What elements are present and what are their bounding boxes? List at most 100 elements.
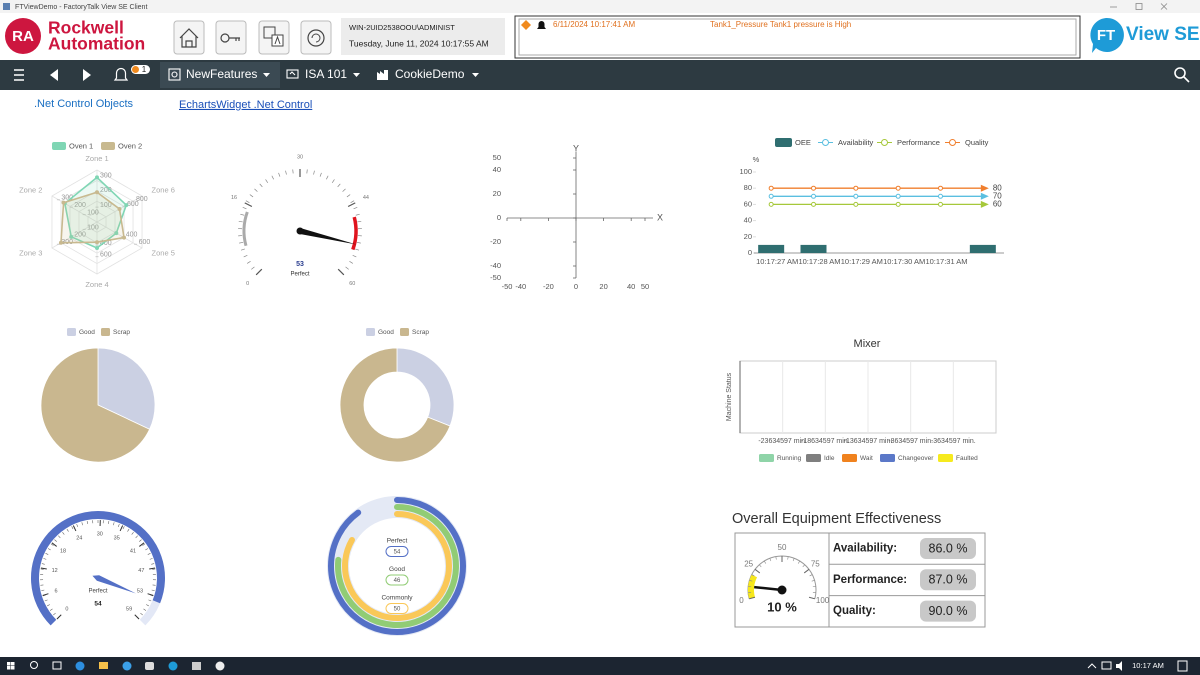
- gauge-minor-tick: [146, 604, 149, 607]
- forward-button[interactable]: [83, 69, 91, 81]
- ring-progress: [335, 504, 459, 628]
- gauge-hub: [777, 585, 787, 595]
- legend-swatch: [400, 328, 409, 336]
- legend-label: Oven 1: [69, 141, 93, 150]
- back-button[interactable]: [50, 69, 58, 81]
- nav-tab[interactable]: ISA 101: [305, 67, 347, 81]
- menu-button[interactable]: [14, 69, 24, 81]
- tab-dropdown[interactable]: [353, 73, 360, 77]
- gauge-tick: [749, 596, 756, 600]
- line-end-label: 80: [993, 183, 1002, 192]
- tab-dropdown[interactable]: [263, 73, 270, 77]
- gauge-tick-label: 41: [130, 549, 136, 555]
- gauge-minor-tick: [809, 574, 813, 577]
- tab-link[interactable]: .Net Control Objects: [34, 98, 134, 110]
- legend-label: Faulted: [956, 455, 978, 462]
- legend-dot: [881, 139, 888, 146]
- gauge-minor-tick: [313, 170, 315, 175]
- gauge-tick: [347, 202, 356, 208]
- gauge-minor-tick: [71, 526, 74, 530]
- y-tick-label: 40: [744, 216, 752, 225]
- x-tick-label: 10:17:27 AM: [756, 257, 798, 266]
- oee-row-label: Performance:: [833, 574, 907, 586]
- login-button[interactable]: [215, 20, 247, 55]
- gauge-minor-tick: [142, 543, 146, 546]
- legend-label: Running: [777, 455, 802, 462]
- radar-tick-label: 100: [87, 209, 99, 216]
- gauge-tick: [244, 202, 253, 208]
- tab-icon: [377, 70, 388, 80]
- radar-tick-label: 200: [74, 232, 86, 239]
- gauge-value: 54: [94, 601, 102, 608]
- legend-label: Scrap: [412, 329, 429, 336]
- legend-swatch: [806, 454, 821, 462]
- gauge-minor-tick: [331, 179, 335, 183]
- radar-tick-label: 600: [127, 201, 139, 208]
- x-tick-label: 10:17:28 AM: [798, 257, 840, 266]
- legend-swatch: [366, 328, 375, 336]
- computer-name: WIN-2UID2538OOU\ADMINIST: [349, 23, 455, 32]
- gauge-tick-label: 30: [297, 154, 303, 160]
- gauge-value: 53: [296, 261, 304, 268]
- home-button[interactable]: [173, 20, 205, 55]
- gauge-minor-tick: [337, 183, 341, 188]
- y-tick-label: 20: [493, 189, 501, 198]
- alarm-bell-icon: [537, 21, 546, 29]
- line-end-arrow: [980, 192, 989, 200]
- line-point: [938, 201, 943, 207]
- panel-title: Overall Equipment Effectiveness: [732, 511, 941, 527]
- gauge-minor-tick: [278, 172, 281, 177]
- logo-badge: RA: [12, 28, 34, 45]
- gauge-minor-tick: [792, 558, 795, 562]
- pie-slice: [40, 347, 151, 463]
- legend-swatch: [775, 138, 792, 147]
- tab-icon: [168, 68, 181, 81]
- radar-axis-name: Zone 5: [152, 248, 175, 257]
- x-tick-label: -3634597 min.: [931, 438, 976, 445]
- gauge-tick-label: 44: [363, 195, 369, 201]
- window-controls[interactable]: [1110, 3, 1168, 10]
- taskbar: [0, 657, 1200, 675]
- search-button[interactable]: [1174, 67, 1190, 83]
- tab-dropdown[interactable]: [472, 73, 479, 77]
- gauge-minor-tick: [326, 175, 329, 180]
- gauge-minor-tick: [797, 560, 801, 564]
- gauge-tick-label: 53: [137, 589, 143, 595]
- legend-swatch: [880, 454, 895, 462]
- y-tick-label: 50: [493, 153, 501, 162]
- gauge-band: [351, 216, 358, 251]
- y-tick-label: 80: [744, 183, 752, 192]
- nav-tab[interactable]: NewFeatures: [186, 67, 257, 81]
- gauge-minor-tick: [787, 556, 789, 560]
- legend-swatch: [101, 328, 110, 336]
- radar-point: [95, 246, 99, 250]
- gauge-minor-tick: [145, 548, 149, 551]
- ring-name: Perfect: [387, 538, 408, 545]
- alarm-button[interactable]: [113, 67, 129, 81]
- window-title: FTViewDemo - FactoryTalk View SE Client: [15, 4, 147, 11]
- y-tick-label: 40: [493, 165, 501, 174]
- refresh-button[interactable]: [300, 20, 332, 55]
- pie-slice: [97, 347, 156, 430]
- x-tick-label: -13634597 min.: [844, 438, 893, 445]
- legend-swatch: [842, 454, 857, 462]
- line-point: [853, 185, 859, 191]
- tab-link[interactable]: EchartsWidget .Net Control: [179, 99, 312, 111]
- nav-tab[interactable]: CookieDemo: [395, 67, 465, 81]
- gauge-pointer: [92, 575, 136, 594]
- gauge-minor-tick: [355, 248, 360, 251]
- gauge-minor-tick: [117, 523, 120, 527]
- gauge-tick: [42, 593, 49, 596]
- gauge-tick: [255, 268, 263, 276]
- y-axis-label: Machine Status: [726, 372, 733, 421]
- x-tick-label: -18634597 min.: [801, 438, 850, 445]
- language-button[interactable]: [258, 20, 290, 55]
- gauge-tick-label: 75: [811, 560, 820, 569]
- line-end-label: 70: [993, 191, 1002, 200]
- line-point: [768, 185, 774, 191]
- x-tick-label: -8634597 min.: [888, 438, 933, 445]
- taskbar-icons[interactable]: [7, 660, 1188, 672]
- legend-swatch: [101, 142, 115, 150]
- radar-point: [95, 190, 99, 195]
- session-box: [341, 18, 505, 55]
